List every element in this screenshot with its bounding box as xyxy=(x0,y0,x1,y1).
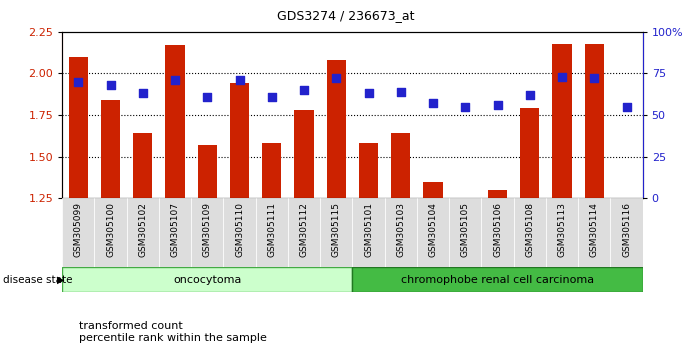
Text: GSM305113: GSM305113 xyxy=(558,202,567,257)
Bar xyxy=(449,198,482,267)
Bar xyxy=(159,198,191,267)
Bar xyxy=(391,133,410,198)
Bar xyxy=(352,267,643,292)
Bar xyxy=(385,198,417,267)
Bar xyxy=(68,57,88,198)
Bar xyxy=(578,198,610,267)
Point xyxy=(363,91,374,96)
Bar xyxy=(62,267,352,292)
Text: disease state: disease state xyxy=(3,275,73,285)
Text: oncocytoma: oncocytoma xyxy=(173,275,241,285)
Text: percentile rank within the sample: percentile rank within the sample xyxy=(79,333,267,343)
Point xyxy=(202,94,213,99)
Point xyxy=(169,77,180,83)
Text: GSM305103: GSM305103 xyxy=(396,202,406,257)
Bar xyxy=(513,198,546,267)
Bar xyxy=(191,198,223,267)
Point xyxy=(524,92,536,98)
Text: ▶: ▶ xyxy=(57,275,64,285)
Bar xyxy=(95,198,126,267)
Point xyxy=(460,104,471,110)
Bar xyxy=(256,198,288,267)
Point xyxy=(428,101,439,106)
Text: GSM305100: GSM305100 xyxy=(106,202,115,257)
Text: GSM305114: GSM305114 xyxy=(589,202,599,257)
Bar xyxy=(320,198,352,267)
Text: GSM305110: GSM305110 xyxy=(235,202,244,257)
Point xyxy=(621,104,632,110)
Text: GSM305104: GSM305104 xyxy=(428,202,437,257)
Text: GSM305111: GSM305111 xyxy=(267,202,276,257)
Text: GSM305109: GSM305109 xyxy=(202,202,212,257)
Bar xyxy=(230,84,249,198)
Bar xyxy=(101,100,120,198)
Text: GSM305099: GSM305099 xyxy=(74,202,83,257)
Point xyxy=(266,94,277,99)
Bar xyxy=(488,190,507,198)
Text: GSM305116: GSM305116 xyxy=(622,202,631,257)
Text: GSM305106: GSM305106 xyxy=(493,202,502,257)
Bar xyxy=(294,110,314,198)
Text: GSM305108: GSM305108 xyxy=(525,202,534,257)
Bar xyxy=(126,198,159,267)
Bar xyxy=(520,108,540,198)
Bar xyxy=(223,198,256,267)
Bar xyxy=(359,143,378,198)
Point xyxy=(331,76,342,81)
Text: GSM305112: GSM305112 xyxy=(299,202,309,257)
Bar xyxy=(417,198,449,267)
Bar xyxy=(133,133,153,198)
Bar xyxy=(262,143,281,198)
Point xyxy=(589,76,600,81)
Text: GSM305105: GSM305105 xyxy=(461,202,470,257)
Point xyxy=(105,82,116,88)
Text: GSM305107: GSM305107 xyxy=(171,202,180,257)
Point xyxy=(395,89,406,95)
Bar xyxy=(352,198,385,267)
Text: GDS3274 / 236673_at: GDS3274 / 236673_at xyxy=(277,9,414,22)
Bar xyxy=(424,182,443,198)
Bar xyxy=(198,145,217,198)
Point xyxy=(556,74,567,80)
Text: transformed count: transformed count xyxy=(79,321,183,331)
Bar xyxy=(552,44,571,198)
Point xyxy=(492,102,503,108)
Bar xyxy=(585,44,604,198)
Point xyxy=(73,79,84,85)
Bar xyxy=(610,198,643,267)
Text: GSM305115: GSM305115 xyxy=(332,202,341,257)
Text: chromophobe renal cell carcinoma: chromophobe renal cell carcinoma xyxy=(401,275,594,285)
Text: GSM305102: GSM305102 xyxy=(138,202,147,257)
Bar xyxy=(165,45,184,198)
Bar xyxy=(546,198,578,267)
Bar xyxy=(482,198,513,267)
Text: GSM305101: GSM305101 xyxy=(364,202,373,257)
Point xyxy=(299,87,310,93)
Point xyxy=(138,91,149,96)
Bar xyxy=(288,198,320,267)
Point xyxy=(234,77,245,83)
Bar xyxy=(62,198,95,267)
Bar xyxy=(327,60,346,198)
